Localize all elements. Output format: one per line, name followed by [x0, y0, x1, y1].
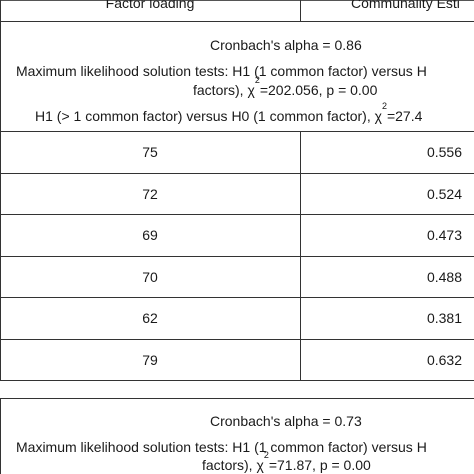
row-border [0, 214, 474, 215]
block1-cronbach-alpha: Cronbach's alpha = 0.86 [210, 37, 362, 53]
header-factor-loading: Factor loading [105, 0, 195, 11]
rows-divider [300, 131, 301, 380]
row-border [0, 256, 474, 257]
communality-cell: 0.524 [426, 185, 462, 202]
row-border [0, 173, 474, 174]
header-bottom-border [0, 21, 474, 22]
table1-left-border [0, 0, 1, 380]
table2-top-border [0, 398, 474, 399]
row-border [0, 297, 474, 298]
block1-h1-test: H1 (> 1 common factor) versus H0 (1 comm… [35, 101, 423, 125]
communality-cell: 0.473 [426, 227, 462, 243]
table2-left-border [0, 398, 1, 474]
factor-loading-cell: 72 [142, 185, 158, 202]
block2-cronbach-alpha: Cronbach's alpha = 0.73 [210, 413, 362, 429]
block2-ml-tests-line1: Maximum likelihood solution tests: H1 (1… [16, 439, 427, 455]
factor-loading-cell: 70 [142, 268, 158, 285]
communality-cell: 0.381 [426, 310, 462, 326]
factor-loading-cell: 69 [142, 227, 158, 243]
header-communality: Communality Esti [351, 0, 460, 11]
block1-ml-tests-line2: factors), χ2=202.056, p = 0.00 [193, 75, 378, 99]
row-border [0, 339, 474, 340]
factor-loading-cell: 79 [142, 351, 158, 368]
block1-ml-tests-line1: Maximum likelihood solution tests: H1 (1… [16, 63, 427, 79]
row-border [0, 380, 474, 381]
factor-loading-cell: 75 [142, 144, 158, 160]
table1-top-border [0, 0, 474, 1]
communality-cell: 0.632 [426, 351, 462, 368]
communality-cell: 0.488 [426, 268, 462, 285]
communality-cell: 0.556 [426, 144, 462, 160]
header-divider [300, 0, 301, 22]
block2-ml-tests-line2: factors), χ2=71.87, p = 0.00 [202, 450, 371, 474]
factor-loading-cell: 62 [142, 310, 158, 326]
block1-summary-bottom-border [0, 131, 474, 132]
